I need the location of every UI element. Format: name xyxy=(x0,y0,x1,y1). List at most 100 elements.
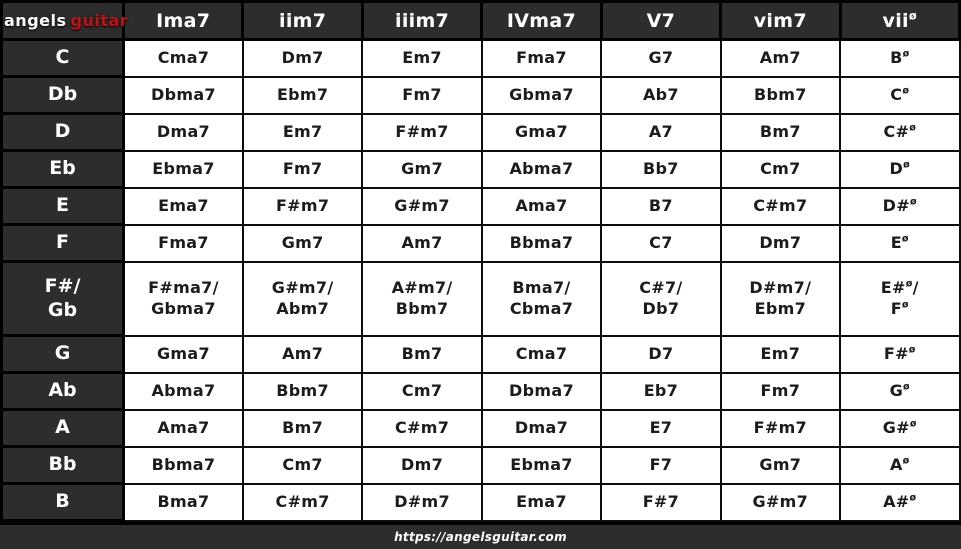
chord-cell: Gø xyxy=(839,371,961,411)
chord-cell: F#ø xyxy=(839,334,961,374)
chord-cell: Gm7 xyxy=(361,149,483,189)
chord-cell: Bb7 xyxy=(600,149,722,189)
chord-cell: Eb7 xyxy=(600,371,722,411)
chord-cell: Fma7 xyxy=(480,38,603,78)
chord-cell: Cm7 xyxy=(719,149,842,189)
chord-cell: D#ø xyxy=(839,186,961,226)
chord-cell: F7 xyxy=(600,445,722,485)
chord-cell: E#ø/Fø xyxy=(839,260,961,337)
row-key: Ab xyxy=(0,371,125,411)
row-key: E xyxy=(0,186,125,226)
chord-cell: F#m7 xyxy=(241,186,364,226)
chord-cell: C#7/Db7 xyxy=(600,260,722,337)
chord-cell: Abma7 xyxy=(122,371,244,411)
chord-cell: Ebma7 xyxy=(480,445,603,485)
chord-cell: C#ø xyxy=(839,112,961,152)
chord-cell: Dm7 xyxy=(241,38,364,78)
chord-cell: Am7 xyxy=(361,223,483,263)
chord-table-body: C Cma7 Dm7 Em7 Fma7 G7 Am7 Bø Db Dbma7 Ebm7 Fm7 Gbma… xyxy=(0,38,961,522)
chord-cell: Am7 xyxy=(719,38,842,78)
chord-cell: Bbm7 xyxy=(719,75,842,115)
chord-cell: G7 xyxy=(600,38,722,78)
chord-cell: Bma7/Cbma7 xyxy=(480,260,603,337)
chord-cell: F#7 xyxy=(600,482,722,522)
chord-cell: G#m7 xyxy=(719,482,842,522)
row-key: C xyxy=(0,38,125,78)
table-row: Ab Abma7 Bbm7 Cm7 Dbma7 Eb7 Fm7 Gø xyxy=(0,371,961,411)
row-key: A xyxy=(0,408,125,448)
chord-cell: Dbma7 xyxy=(480,371,603,411)
table-row: D Dma7 Em7 F#m7 Gma7 A7 Bm7 C#ø xyxy=(0,112,961,152)
table-row: F#/Gb F#ma7/Gbma7 G#m7/Abm7 A#m7/Bbm7 Bma7/C… xyxy=(0,260,961,337)
chord-cell: G#ø xyxy=(839,408,961,448)
chord-cell: B7 xyxy=(600,186,722,226)
chord-cell: Fm7 xyxy=(361,75,483,115)
chord-cell: A#m7/Bbm7 xyxy=(361,260,483,337)
chord-cell: Bbma7 xyxy=(480,223,603,263)
table-row: A Ama7 Bm7 C#m7 Dma7 E7 F#m7 G#ø xyxy=(0,408,961,448)
chord-cell: Dm7 xyxy=(719,223,842,263)
chord-cell: Am7 xyxy=(241,334,364,374)
chord-cell: A7 xyxy=(600,112,722,152)
chord-cell: Gm7 xyxy=(719,445,842,485)
row-key: D xyxy=(0,112,125,152)
chord-cell: Cm7 xyxy=(241,445,364,485)
row-key: B xyxy=(0,482,125,522)
chord-cell: Cø xyxy=(839,75,961,115)
chord-cell: Bbm7 xyxy=(241,371,364,411)
chord-cell: Bø xyxy=(839,38,961,78)
column-header: V7 xyxy=(599,0,723,41)
chord-cell: F#m7 xyxy=(361,112,483,152)
chord-cell: D7 xyxy=(600,334,722,374)
chord-cell: Em7 xyxy=(241,112,364,152)
column-header: iim7 xyxy=(241,0,364,41)
chord-cell: C#m7 xyxy=(361,408,483,448)
table-row: Eb Ebma7 Fm7 Gm7 Abma7 Bb7 Cm7 Dø xyxy=(0,149,961,189)
table-row: B Bma7 C#m7 D#m7 Ema7 F#7 G#m7 A#ø xyxy=(0,482,961,522)
row-key: Bb xyxy=(0,445,125,485)
table-row: G Gma7 Am7 Bm7 Cma7 D7 Em7 F#ø xyxy=(0,334,961,374)
chord-cell: Em7 xyxy=(719,334,842,374)
chord-cell: Dm7 xyxy=(361,445,483,485)
table-row: E Ema7 F#m7 G#m7 Ama7 B7 C#m7 D#ø xyxy=(0,186,961,226)
chord-cell: Dma7 xyxy=(122,112,244,152)
chord-cell: Dbma7 xyxy=(122,75,244,115)
chord-cell: D#m7 xyxy=(361,482,483,522)
column-header: viiø xyxy=(838,0,961,41)
chord-cell: Gma7 xyxy=(122,334,244,374)
chord-cell: Ema7 xyxy=(480,482,603,522)
table-row: C Cma7 Dm7 Em7 Fma7 G7 Am7 Bø xyxy=(0,38,961,78)
chord-cell: A#ø xyxy=(839,482,961,522)
chord-table: angels guitar Ima7 iim7 iiim7 IVma7 V7 vim7 vii… xyxy=(0,0,961,522)
chord-cell: Aø xyxy=(839,445,961,485)
table-row: Bb Bbma7 Cm7 Dm7 Ebma7 F7 Gm7 Aø xyxy=(0,445,961,485)
footer-url: https://angelsguitar.com xyxy=(394,530,567,544)
chord-cell: C#m7 xyxy=(719,186,842,226)
row-key: F xyxy=(0,223,125,263)
logo-angels-text: angels xyxy=(4,11,67,30)
chord-cell: Dma7 xyxy=(480,408,603,448)
chord-cell: G#m7 xyxy=(361,186,483,226)
chord-cell: Gma7 xyxy=(480,112,603,152)
chord-cell: C#m7 xyxy=(241,482,364,522)
chord-cell: F#ma7/Gbma7 xyxy=(122,260,244,337)
row-key: F#/Gb xyxy=(0,260,125,337)
chord-cell: Fm7 xyxy=(719,371,842,411)
chord-cell: Bm7 xyxy=(719,112,842,152)
column-header: vim7 xyxy=(719,0,842,41)
chord-cell: Abma7 xyxy=(480,149,603,189)
chord-cell: Gm7 xyxy=(241,223,364,263)
chord-cell: Bbma7 xyxy=(122,445,244,485)
chord-cell: Eø xyxy=(839,223,961,263)
column-header: iiim7 xyxy=(360,0,484,41)
chord-cell: Ebm7 xyxy=(241,75,364,115)
chord-cell: Ab7 xyxy=(600,75,722,115)
column-header: IVma7 xyxy=(480,0,603,41)
logo-guitar-text: guitar xyxy=(70,11,129,30)
chord-cell: Cm7 xyxy=(361,371,483,411)
chord-cell: Bm7 xyxy=(361,334,483,374)
chord-cell: E7 xyxy=(600,408,722,448)
row-key: G xyxy=(0,334,125,374)
chord-cell: Fm7 xyxy=(241,149,364,189)
